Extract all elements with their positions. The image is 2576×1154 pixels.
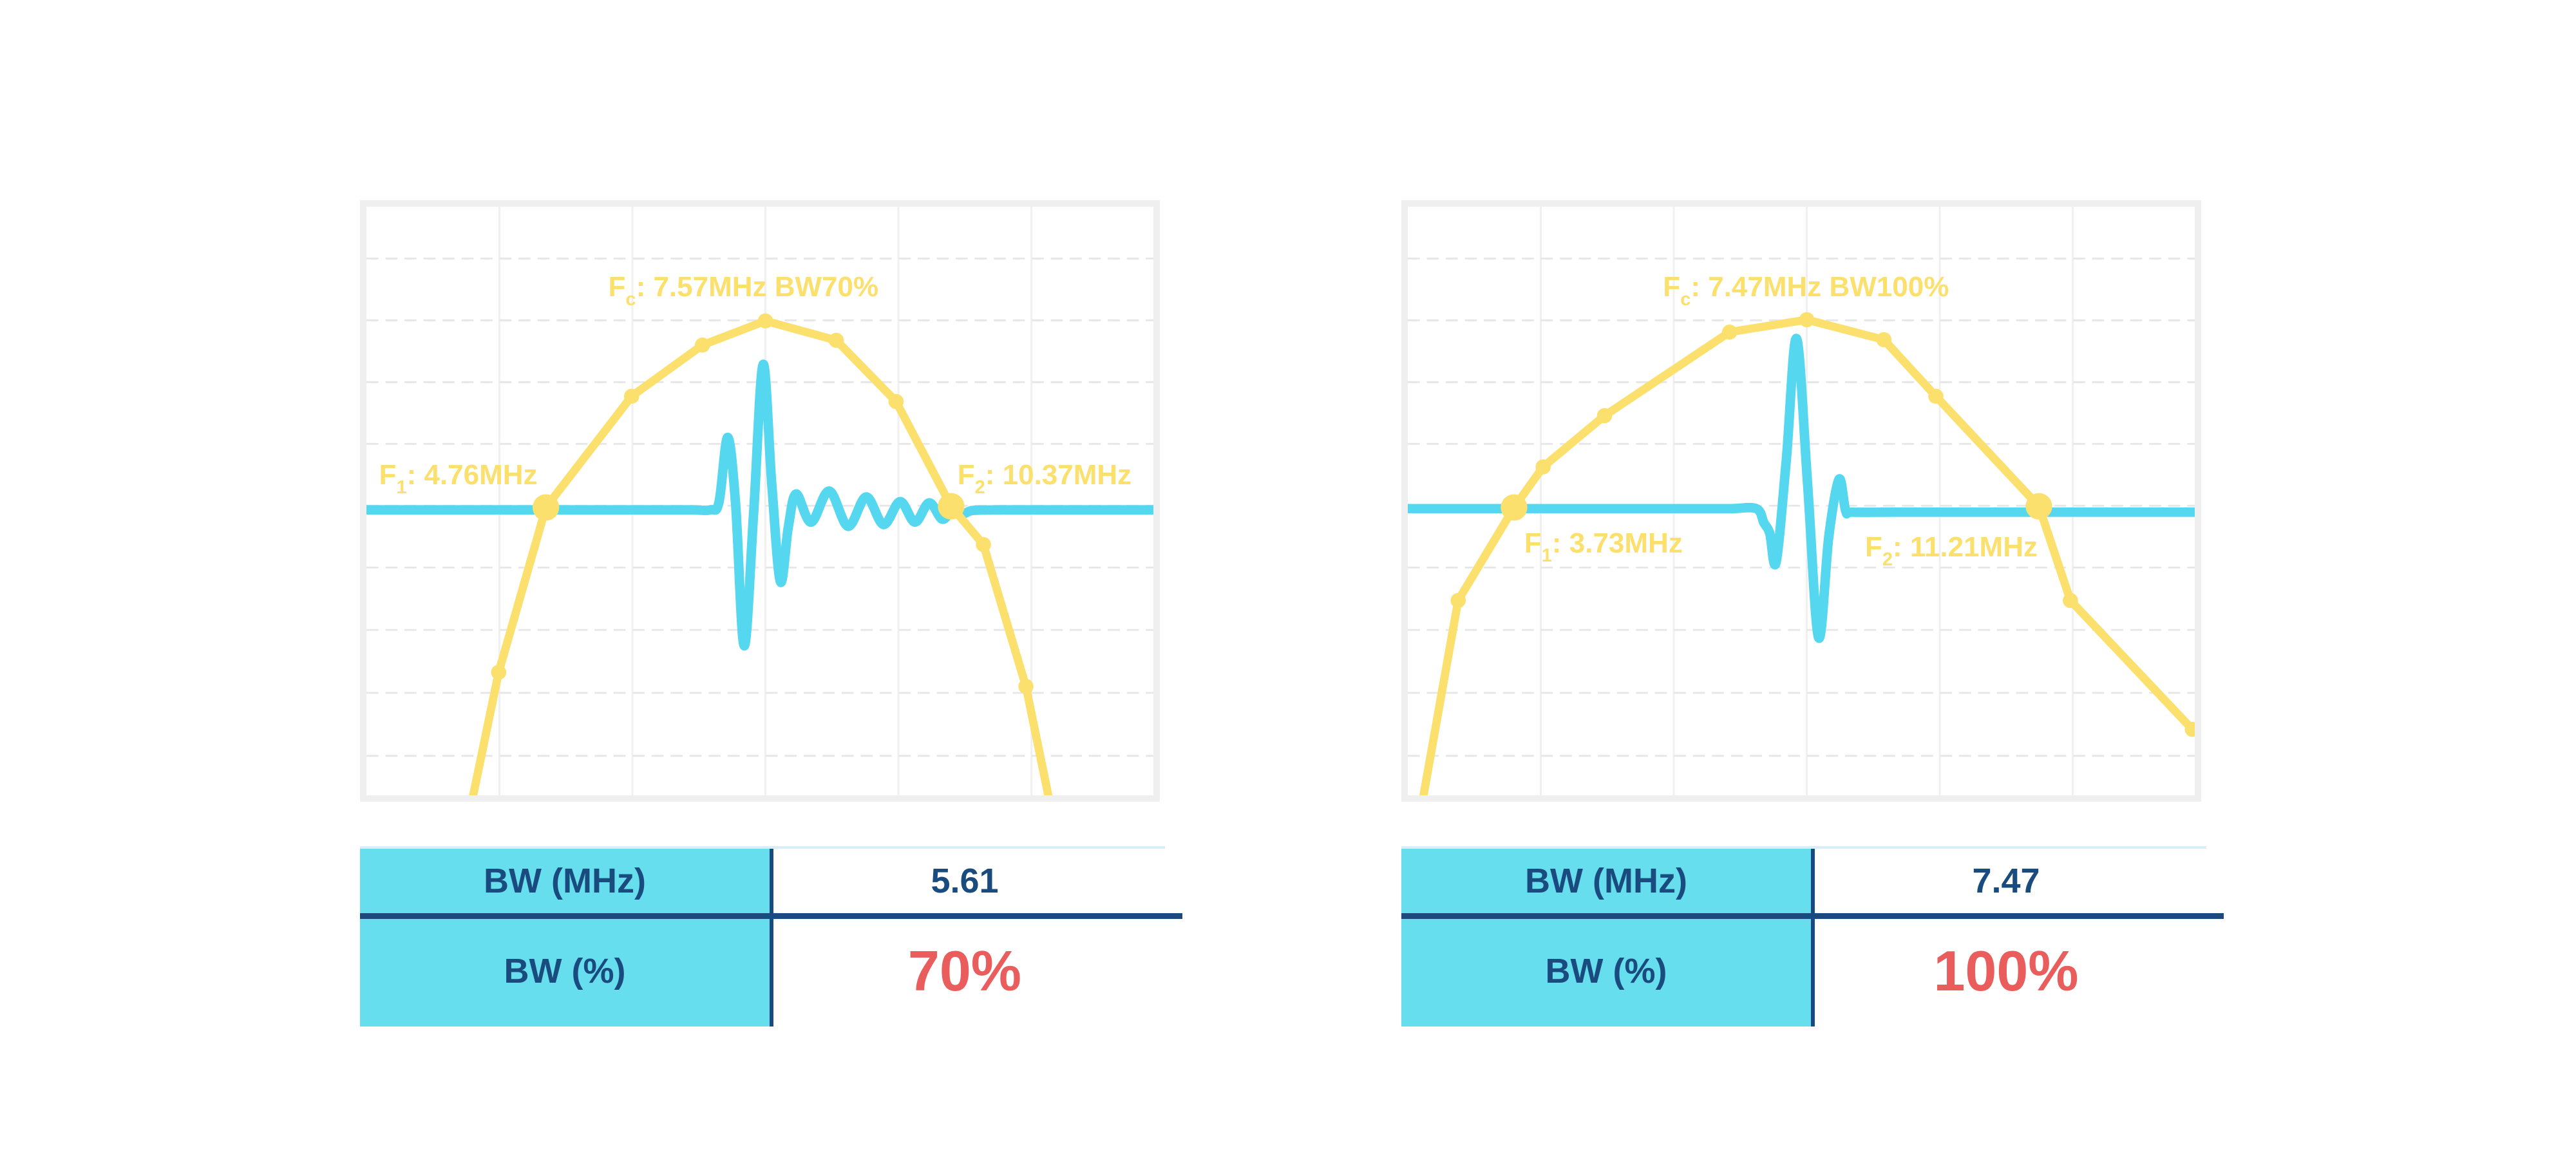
spectrum-point-marker bbox=[1799, 312, 1815, 328]
f1-annotation: F1: 4.76MHz bbox=[379, 459, 538, 497]
f2-annotation-text: : 10.37MHz bbox=[985, 459, 1132, 491]
f2-annotation-subscript: 2 bbox=[974, 477, 985, 498]
f1-annotation-symbol: F bbox=[379, 459, 397, 491]
spectrum-point-marker bbox=[491, 665, 507, 680]
spectrum-point-marker bbox=[1876, 332, 1892, 348]
fc-annotation-subscript: c bbox=[1680, 289, 1691, 310]
f2-annotation-symbol: F bbox=[957, 459, 975, 491]
spectrum-chart-bw100: Fc: 7.47MHz BW100% F1: 3.73MHz F2: 11.21… bbox=[1401, 200, 2201, 802]
spectrum-point-marker bbox=[694, 337, 710, 353]
fc-annotation-text: : 7.47MHz BW100% bbox=[1690, 271, 1949, 303]
row-divider-line bbox=[1401, 913, 2224, 919]
table-row: BW (%) 100% bbox=[1401, 916, 2201, 1026]
f2-annotation-subscript: 2 bbox=[1882, 549, 1893, 571]
spectrum-point-marker bbox=[1018, 679, 1034, 694]
bw-mhz-label-cell: BW (MHz) bbox=[1401, 846, 1811, 916]
table-top-border bbox=[1401, 846, 2206, 849]
spectrum-point-marker bbox=[1721, 324, 1738, 340]
spectrum-plot-svg bbox=[1408, 207, 2195, 795]
spectrum-point-marker bbox=[2184, 721, 2195, 737]
row-divider-line bbox=[360, 913, 1182, 919]
table-top-border bbox=[360, 846, 1165, 849]
bandwidth-table: BW (MHz) 7.47 BW (%) 100% bbox=[1401, 846, 2224, 1026]
f1-annotation-text: : 3.73MHz bbox=[1551, 527, 1683, 559]
f1-annotation-text: : 4.76MHz bbox=[406, 459, 538, 491]
spectrum-point-marker bbox=[2063, 592, 2078, 609]
crossing-point-marker bbox=[938, 493, 965, 520]
f1-annotation-subscript: 1 bbox=[1541, 545, 1552, 566]
spectrum-point-marker bbox=[1596, 408, 1613, 424]
bw-mhz-value-cell: 5.61 bbox=[770, 846, 1160, 916]
fc-annotation: Fc: 7.57MHz BW70% bbox=[608, 271, 879, 309]
bw-mhz-value-cell: 7.47 bbox=[1811, 846, 2201, 916]
spectrum-curve bbox=[1419, 316, 2195, 795]
spectrum-point-marker bbox=[888, 393, 904, 410]
bw-mhz-label-cell: BW (MHz) bbox=[360, 846, 770, 916]
crossing-point-marker bbox=[2025, 493, 2052, 520]
fc-annotation-subscript: c bbox=[625, 289, 636, 310]
bw-percent-label-cell: BW (%) bbox=[360, 916, 770, 1026]
f2-annotation: F2: 10.37MHz bbox=[957, 459, 1132, 497]
fc-annotation-text: : 7.57MHz BW70% bbox=[636, 271, 879, 303]
fc-annotation-symbol: F bbox=[1663, 271, 1681, 303]
column-divider-line bbox=[770, 846, 773, 1026]
crossing-point-marker bbox=[532, 494, 560, 521]
bw-percent-value-cell: 70% bbox=[770, 916, 1160, 1026]
table-row: BW (%) 70% bbox=[360, 916, 1160, 1026]
panel-bw70: Fc: 7.57MHz BW70% F1: 4.76MHz F2: 10.37M… bbox=[360, 200, 1182, 1026]
fc-annotation-symbol: F bbox=[608, 271, 626, 303]
bw-percent-label-cell: BW (%) bbox=[1401, 916, 1811, 1026]
f2-annotation: F2: 11.21MHz bbox=[1864, 531, 2038, 569]
spectrum-point-marker bbox=[757, 313, 773, 329]
spectrum-point-marker bbox=[1928, 388, 1944, 404]
table-row: BW (MHz) 5.61 bbox=[360, 846, 1160, 916]
spectrum-point-marker bbox=[828, 332, 844, 348]
spectrum-point-marker bbox=[1450, 592, 1466, 609]
f2-annotation-text: : 11.21MHz bbox=[1893, 531, 2038, 563]
bw-percent-value-cell: 100% bbox=[1811, 916, 2201, 1026]
spectrum-point-marker bbox=[624, 388, 639, 404]
bandwidth-table: BW (MHz) 5.61 BW (%) 70% bbox=[360, 846, 1182, 1026]
spectrum-curve bbox=[469, 316, 1053, 795]
table-row: BW (MHz) 7.47 bbox=[1401, 846, 2201, 916]
panel-bw100: Fc: 7.47MHz BW100% F1: 3.73MHz F2: 11.21… bbox=[1401, 200, 2224, 1026]
spectrum-chart-bw70: Fc: 7.57MHz BW70% F1: 4.76MHz F2: 10.37M… bbox=[360, 200, 1160, 802]
spectrum-point-marker bbox=[1535, 459, 1551, 475]
spectrum-point-marker bbox=[976, 536, 991, 553]
fc-annotation: Fc: 7.47MHz BW100% bbox=[1663, 271, 1949, 309]
crossing-point-marker bbox=[1501, 494, 1528, 521]
pulse-waveform bbox=[1408, 334, 2195, 643]
f1-annotation-symbol: F bbox=[1524, 527, 1542, 559]
f2-annotation-symbol: F bbox=[1864, 531, 1882, 563]
f1-annotation-subscript: 1 bbox=[396, 477, 407, 498]
column-divider-line bbox=[1811, 846, 1815, 1026]
spectrum-plot-svg bbox=[366, 207, 1153, 795]
f1-annotation: F1: 3.73MHz bbox=[1524, 527, 1683, 565]
